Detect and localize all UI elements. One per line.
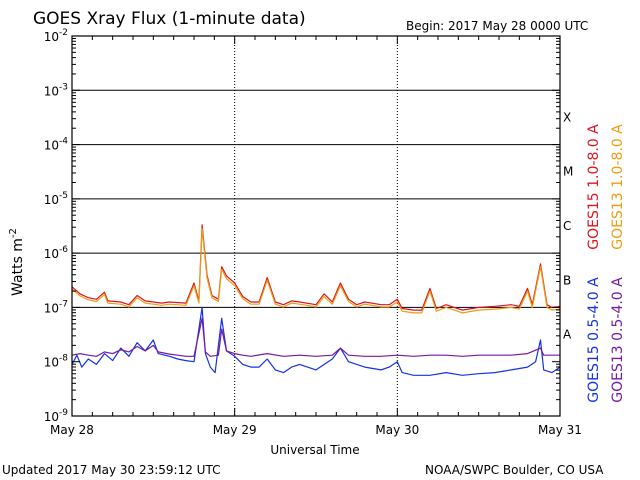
y-tick-label: 10-7 xyxy=(44,299,68,315)
x-tick-label: May 29 xyxy=(213,423,257,437)
flare-class-label: B xyxy=(563,273,571,287)
updated-label: Updated 2017 May 30 23:59:12 UTC xyxy=(2,463,220,477)
plot-area xyxy=(72,36,560,416)
y-tick-label: 10-6 xyxy=(44,245,69,261)
x-tick-label: May 31 xyxy=(538,423,582,437)
flare-class-labels: A B C M X xyxy=(563,110,573,341)
chart-title: GOES Xray Flux (1-minute data) xyxy=(33,9,306,29)
legend-item-2: GOES15 0.5-4.0 A xyxy=(586,277,602,403)
y-tick-label: 10-4 xyxy=(44,137,69,153)
flare-class-label: X xyxy=(563,110,571,124)
series-line-1 xyxy=(71,228,561,314)
series-line-3 xyxy=(71,317,560,357)
flare-class-label: C xyxy=(563,219,571,233)
y-tick-label: 10-2 xyxy=(44,28,68,44)
grid-lines xyxy=(72,36,560,416)
flare-class-label: A xyxy=(563,328,572,342)
x-axis-label: Universal Time xyxy=(270,443,359,457)
legend: GOES15 1.0-8.0 A GOES13 1.0-8.0 A GOES15 0… xyxy=(586,124,626,403)
series-line-2 xyxy=(71,306,561,376)
y-axis-label: Watts m-2 xyxy=(8,228,26,296)
x-tick-label: May 28 xyxy=(50,423,94,437)
series-line-0 xyxy=(71,224,561,311)
y-tick-label: 10-9 xyxy=(44,408,69,424)
flare-class-label: M xyxy=(563,165,573,179)
y-tick-label: 10-8 xyxy=(44,354,69,370)
y-tick-label: 10-5 xyxy=(44,191,68,207)
legend-item-1: GOES13 1.0-8.0 A xyxy=(610,124,626,250)
series-group xyxy=(71,224,561,376)
source-label: NOAA/SWPC Boulder, CO USA xyxy=(425,463,604,477)
axes xyxy=(71,35,561,417)
legend-item-0: GOES15 1.0-8.0 A xyxy=(586,124,602,250)
x-tick-label: May 30 xyxy=(375,423,419,437)
begin-label: Begin: 2017 May 28 0000 UTC xyxy=(406,19,588,33)
legend-item-3: GOES13 0.5-4.0 A xyxy=(610,277,626,403)
y-tick-label: 10-3 xyxy=(44,82,68,98)
x-tick-labels: May 28 May 29 May 30 May 31 xyxy=(50,423,582,437)
y-tick-labels: 10-9 10-8 10-7 10-6 10-5 10-4 10-3 10-2 xyxy=(44,28,69,424)
